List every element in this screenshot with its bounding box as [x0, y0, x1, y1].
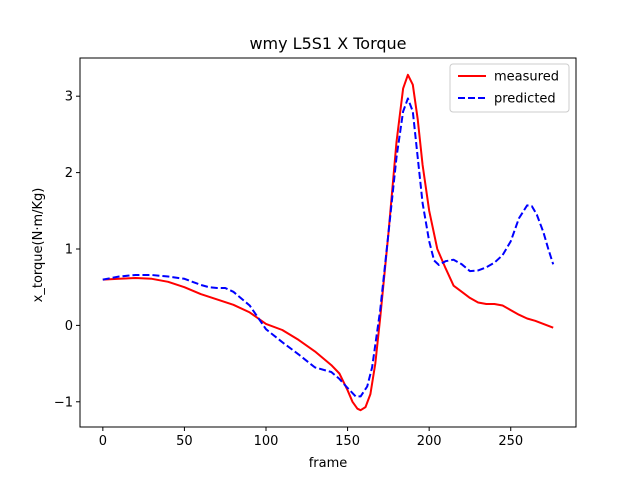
series-line-predicted [102, 97, 555, 398]
x-tick-label: 200 [417, 434, 442, 449]
series-line-measured [102, 73, 554, 412]
x-tick-label: 250 [498, 434, 523, 449]
x-tick-label: 150 [335, 434, 360, 449]
y-tick-label: 3 [65, 90, 73, 105]
x-tick-label: 100 [254, 434, 279, 449]
x-axis-label: frame [309, 456, 348, 471]
legend: measured predicted [449, 63, 570, 113]
legend-label-measured: measured [494, 70, 559, 85]
y-tick-label: 1 [65, 242, 73, 257]
legend-label-predicted: predicted [494, 92, 556, 107]
x-tick-label: 50 [176, 434, 193, 449]
y-axis: −1 0 1 2 3 [54, 90, 80, 410]
y-tick-label: 0 [65, 319, 73, 334]
y-tick-label: 2 [65, 166, 73, 181]
chart-title: wmy L5S1 X Torque [249, 34, 406, 53]
x-tick-label: 0 [99, 434, 107, 449]
x-axis: 0 50 100 150 200 250 [99, 427, 523, 449]
plot-area [79, 57, 577, 428]
y-axis-label: x_torque(N·m/Kg) [31, 188, 46, 303]
y-tick-label: −1 [54, 395, 73, 410]
plot-frame [79, 57, 577, 428]
